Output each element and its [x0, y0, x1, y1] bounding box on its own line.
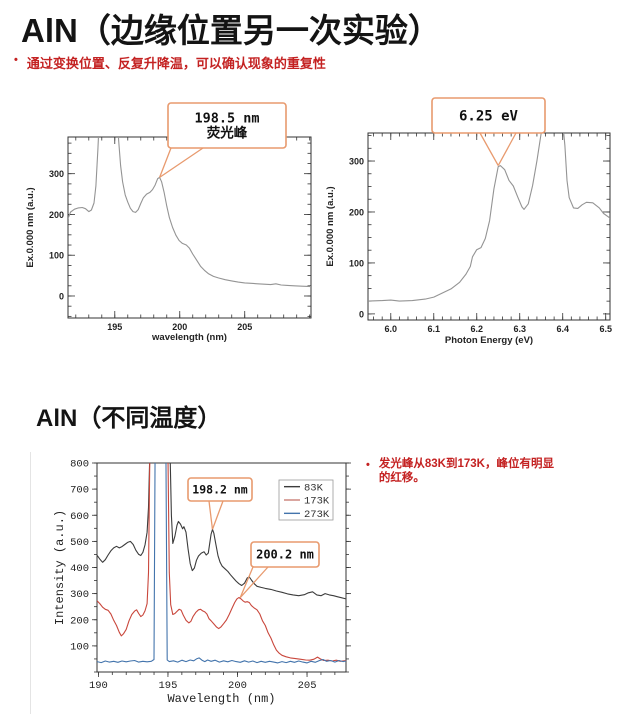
svg-text:100: 100 [49, 251, 64, 261]
svg-text:100: 100 [349, 258, 364, 268]
svg-text:6.4: 6.4 [556, 324, 569, 334]
svg-text:400: 400 [70, 563, 89, 575]
svg-text:205: 205 [237, 322, 252, 332]
svg-text:Intensity (a.u.): Intensity (a.u.) [53, 510, 67, 625]
redshift-note-line2: 的红移。 [378, 471, 425, 484]
svg-text:100: 100 [70, 641, 89, 653]
svg-text:200: 200 [349, 207, 364, 217]
svg-text:195: 195 [158, 680, 177, 692]
svg-text:Wavelength (nm): Wavelength (nm) [167, 692, 275, 706]
section-title: AlN（不同温度） [36, 405, 222, 432]
svg-text:700: 700 [70, 485, 89, 497]
svg-text:300: 300 [70, 589, 89, 601]
svg-text:Ex.0.000 nm (a.u.): Ex.0.000 nm (a.u.) [325, 186, 336, 266]
svg-text:6.25 eV: 6.25 eV [459, 108, 519, 124]
svg-text:6.3: 6.3 [513, 324, 526, 334]
bullet-icon: • [366, 459, 370, 471]
svg-text:6.2: 6.2 [470, 324, 483, 334]
svg-text:195: 195 [107, 322, 122, 332]
redshift-note-text: 发光峰从83K到173K，峰位有明显 的红移。 [379, 458, 554, 486]
experiment-note-text: 通过变换位置、反复升降温，可以确认现象的重复性 [26, 56, 326, 71]
svg-text:300: 300 [49, 169, 64, 179]
svg-text:273K: 273K [304, 509, 330, 521]
svg-text:200.2 nm: 200.2 nm [256, 548, 314, 562]
redshift-note-line1: 发光峰从83K到173K，峰位有明显 [378, 458, 554, 470]
redshift-note: • 发光峰从83K到173K，峰位有明显 的红移。 [366, 458, 581, 486]
svg-text:200: 200 [172, 322, 187, 332]
svg-text:200: 200 [228, 680, 247, 692]
svg-text:荧光峰: 荧光峰 [207, 125, 248, 142]
svg-text:198.2 nm: 198.2 nm [192, 483, 247, 497]
svg-text:200: 200 [49, 210, 64, 220]
chart-ple-photon-energy: 6.0 6.1 6.2 6.3 6.4 6.5 0 100 200 300 Photon Energ… [325, 97, 612, 346]
svg-text:83K: 83K [304, 482, 324, 494]
svg-text:300: 300 [349, 157, 364, 167]
bullet-icon: • [14, 54, 18, 66]
svg-text:190: 190 [89, 680, 108, 692]
svg-text:500: 500 [70, 537, 89, 549]
svg-text:0: 0 [359, 309, 364, 319]
svg-text:200: 200 [70, 615, 89, 627]
svg-text:205: 205 [298, 680, 317, 692]
svg-text:0: 0 [59, 291, 64, 301]
svg-text:6.0: 6.0 [385, 324, 398, 334]
svg-text:wavelength (nm): wavelength (nm) [151, 332, 227, 343]
page-title: AlN（边缘位置另一次实验） [21, 12, 441, 49]
chart-ple-wavelength: 195 200 205 0 100 200 300 wavelength (nm) Ex.0.0… [25, 102, 312, 343]
svg-text:198.5 nm: 198.5 nm [194, 111, 259, 127]
svg-text:Photon Energy (eV): Photon Energy (eV) [445, 335, 533, 346]
svg-text:600: 600 [70, 511, 89, 523]
svg-text:Ex.0.000 nm (a.u.): Ex.0.000 nm (a.u.) [25, 187, 36, 267]
experiment-note: • 通过变换位置、反复升降温，可以确认现象的重复性 [14, 53, 326, 72]
svg-text:6.1: 6.1 [428, 324, 441, 334]
svg-text:800: 800 [70, 459, 89, 471]
svg-text:6.5: 6.5 [599, 324, 612, 334]
chart-temperature-spectra: 190 195 200 205 100 200 300 400 500 600 700 800 Wave… [30, 452, 351, 714]
svg-text:173K: 173K [304, 496, 330, 508]
